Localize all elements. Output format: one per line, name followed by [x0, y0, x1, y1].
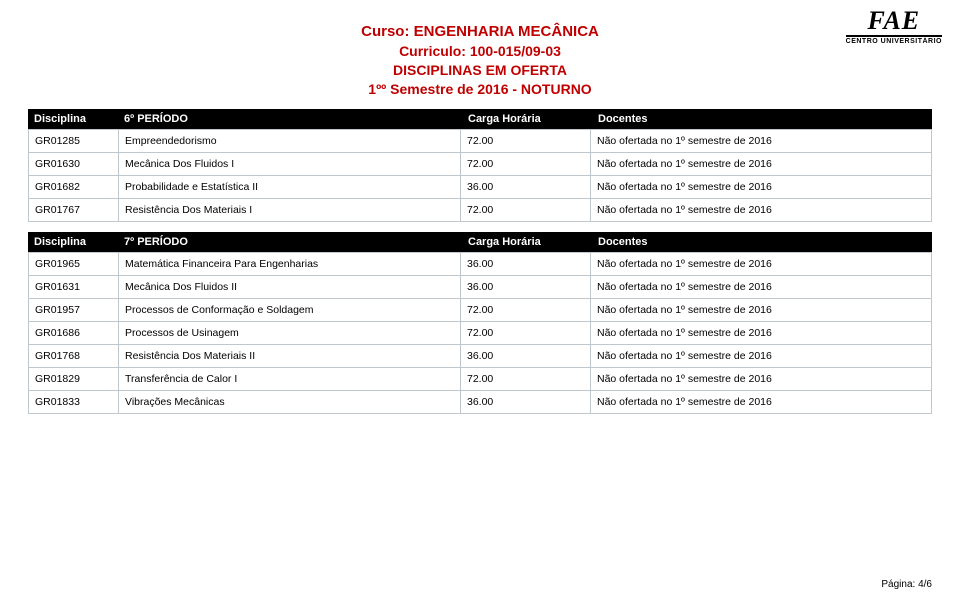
cell-docentes: Não ofertada no 1º semestre de 2016	[591, 299, 931, 321]
cell-code: GR01768	[29, 345, 119, 367]
col-carga-label: Carga Horária	[462, 109, 592, 129]
cell-hours: 72.00	[461, 199, 591, 221]
cell-hours: 72.00	[461, 368, 591, 390]
col-disciplina-label: Disciplina	[28, 232, 118, 252]
logo-subtitle: CENTRO UNIVERSITÁRIO	[846, 38, 942, 45]
logo-text: FAE	[846, 8, 942, 34]
cell-code: GR01767	[29, 199, 119, 221]
cell-docentes: Não ofertada no 1º semestre de 2016	[591, 276, 931, 298]
col-carga-label: Carga Horária	[462, 232, 592, 252]
table-row: GR01767Resistência Dos Materiais I72.00N…	[28, 199, 932, 222]
header-curriculo: Curriculo: 100-015/09-03	[0, 42, 960, 61]
table-row: GR01686Processos de Usinagem72.00Não ofe…	[28, 322, 932, 345]
section-header-6: Disciplina 6º PERÍODO Carga Horária Doce…	[28, 109, 932, 129]
cell-name: Resistência Dos Materiais I	[119, 199, 461, 221]
cell-docentes: Não ofertada no 1º semestre de 2016	[591, 345, 931, 367]
cell-code: GR01965	[29, 253, 119, 275]
cell-code: GR01631	[29, 276, 119, 298]
cell-code: GR01285	[29, 130, 119, 152]
cell-name: Transferência de Calor I	[119, 368, 461, 390]
logo-bar	[846, 35, 942, 37]
section-header-7: Disciplina 7º PERÍODO Carga Horária Doce…	[28, 232, 932, 252]
cell-name: Probabilidade e Estatística II	[119, 176, 461, 198]
cell-docentes: Não ofertada no 1º semestre de 2016	[591, 130, 931, 152]
col-disciplina-label: Disciplina	[28, 109, 118, 129]
content: Disciplina 6º PERÍODO Carga Horária Doce…	[28, 109, 932, 414]
cell-hours: 36.00	[461, 176, 591, 198]
table-row: GR01833Vibrações Mecânicas36.00Não ofert…	[28, 391, 932, 414]
header-disciplinas: DISCIPLINAS EM OFERTA	[0, 61, 960, 80]
cell-hours: 36.00	[461, 391, 591, 413]
header-semester: 1ºº Semestre de 2016 - NOTURNO	[0, 80, 960, 99]
logo: FAE CENTRO UNIVERSITÁRIO	[846, 8, 942, 45]
col-docentes-label: Docentes	[592, 232, 932, 252]
cell-code: GR01686	[29, 322, 119, 344]
cell-name: Empreendedorismo	[119, 130, 461, 152]
col-periodo-label: 6º PERÍODO	[118, 109, 462, 129]
table-row: GR01631Mecânica Dos Fluidos II36.00Não o…	[28, 276, 932, 299]
table-row: GR01957Processos de Conformação e Soldag…	[28, 299, 932, 322]
cell-name: Mecânica Dos Fluidos II	[119, 276, 461, 298]
cell-name: Vibrações Mecânicas	[119, 391, 461, 413]
cell-docentes: Não ofertada no 1º semestre de 2016	[591, 199, 931, 221]
table-row: GR01630Mecânica Dos Fluidos I72.00Não of…	[28, 153, 932, 176]
table-row: GR01829Transferência de Calor I72.00Não …	[28, 368, 932, 391]
cell-hours: 72.00	[461, 299, 591, 321]
cell-code: GR01829	[29, 368, 119, 390]
section-6-rows: GR01285Empreendedorismo72.00Não ofertada…	[28, 129, 932, 222]
table-row: GR01285Empreendedorismo72.00Não ofertada…	[28, 129, 932, 153]
cell-code: GR01630	[29, 153, 119, 175]
table-row: GR01768Resistência Dos Materiais II36.00…	[28, 345, 932, 368]
cell-code: GR01957	[29, 299, 119, 321]
cell-hours: 36.00	[461, 253, 591, 275]
cell-hours: 36.00	[461, 276, 591, 298]
table-row: GR01682Probabilidade e Estatística II36.…	[28, 176, 932, 199]
cell-hours: 72.00	[461, 322, 591, 344]
cell-hours: 72.00	[461, 130, 591, 152]
col-docentes-label: Docentes	[592, 109, 932, 129]
cell-docentes: Não ofertada no 1º semestre de 2016	[591, 253, 931, 275]
cell-hours: 36.00	[461, 345, 591, 367]
cell-name: Processos de Usinagem	[119, 322, 461, 344]
cell-docentes: Não ofertada no 1º semestre de 2016	[591, 391, 931, 413]
table-row: GR01965Matemática Financeira Para Engenh…	[28, 252, 932, 276]
cell-code: GR01833	[29, 391, 119, 413]
cell-name: Processos de Conformação e Soldagem	[119, 299, 461, 321]
cell-docentes: Não ofertada no 1º semestre de 2016	[591, 322, 931, 344]
cell-docentes: Não ofertada no 1º semestre de 2016	[591, 368, 931, 390]
header-course: Curso: ENGENHARIA MECÂNICA	[0, 22, 960, 42]
cell-name: Mecânica Dos Fluidos I	[119, 153, 461, 175]
document-header: Curso: ENGENHARIA MECÂNICA Curriculo: 10…	[0, 0, 960, 99]
cell-name: Matemática Financeira Para Engenharias	[119, 253, 461, 275]
section-7-rows: GR01965Matemática Financeira Para Engenh…	[28, 252, 932, 414]
cell-docentes: Não ofertada no 1º semestre de 2016	[591, 176, 931, 198]
cell-code: GR01682	[29, 176, 119, 198]
col-periodo-label: 7º PERÍODO	[118, 232, 462, 252]
cell-docentes: Não ofertada no 1º semestre de 2016	[591, 153, 931, 175]
cell-hours: 72.00	[461, 153, 591, 175]
cell-name: Resistência Dos Materiais II	[119, 345, 461, 367]
page-footer: Página: 4/6	[881, 579, 932, 590]
